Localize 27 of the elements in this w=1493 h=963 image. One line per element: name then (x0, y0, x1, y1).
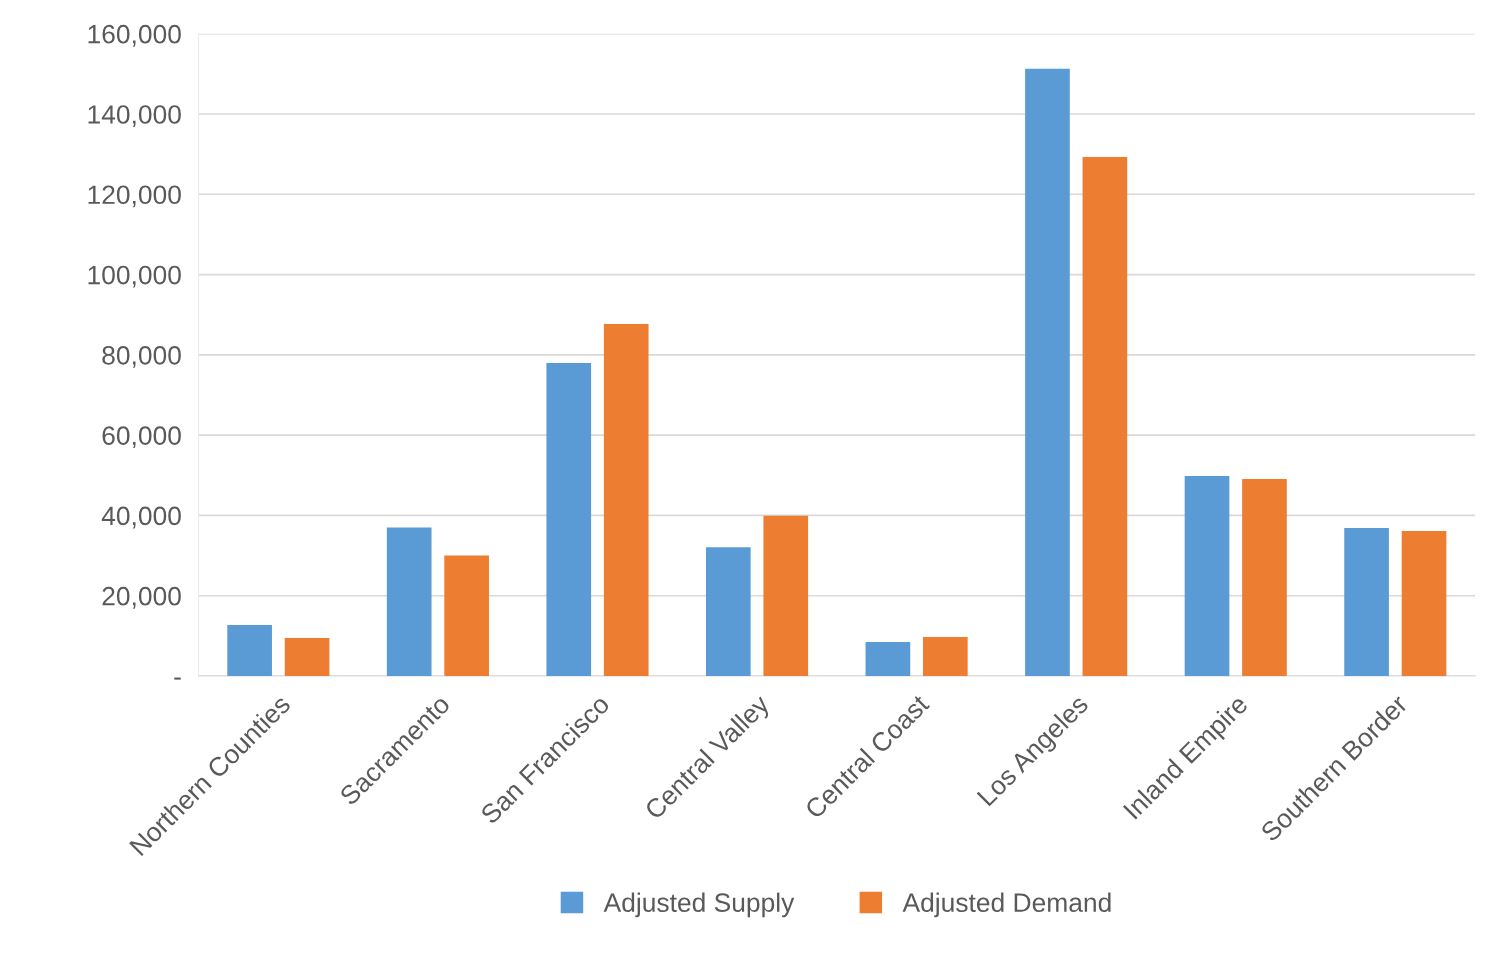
bar (1344, 527, 1389, 677)
legend-label: Adjusted Supply (603, 892, 795, 918)
bar (705, 547, 751, 677)
bar (865, 641, 911, 677)
bar (922, 637, 968, 677)
y-tick-label: 100,000 (88, 265, 181, 288)
y-tick-label: 80,000 (102, 346, 181, 368)
bar (603, 323, 649, 677)
bar (1401, 531, 1447, 677)
y-tick-label: 140,000 (88, 105, 181, 127)
y-tick-label: 20,000 (102, 586, 181, 609)
bar (1184, 476, 1230, 677)
bar (227, 625, 272, 677)
bar (284, 637, 330, 677)
legend-label: Adjusted Demand (902, 892, 1111, 918)
bar (546, 362, 592, 677)
bar (386, 527, 432, 677)
y-tick-label: - (174, 677, 181, 680)
y-tick-label: 120,000 (88, 185, 181, 208)
bar (1082, 156, 1128, 677)
y-tick-label: 160,000 (88, 24, 181, 47)
bar (763, 515, 809, 677)
bar (1242, 478, 1287, 677)
y-tick-label: 60,000 (102, 426, 181, 449)
bar (1025, 68, 1070, 677)
y-tick-label: 40,000 (101, 506, 181, 529)
bar (444, 555, 489, 677)
